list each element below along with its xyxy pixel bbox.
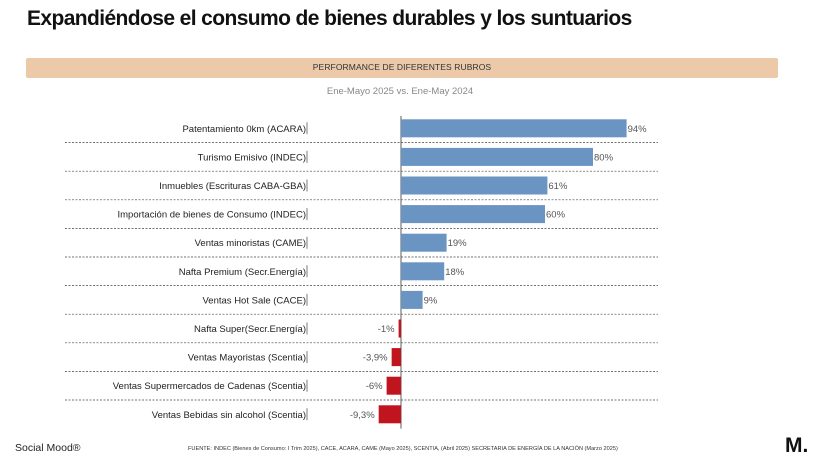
value-label: -1% [378,324,395,335]
bar-2 [401,147,593,166]
value-label: 94% [628,124,648,135]
source-note: FUENTE: INDEC (Bienes de Consumo: I Trim… [188,446,618,452]
category-label: Patentamiento 0km (ACARA) [182,124,306,135]
bar-9 [391,348,401,367]
value-label: -6% [366,381,383,392]
category-label: Nafta Premium (Secr.Energía) [179,267,306,278]
category-label: Ventas Mayoristas (Scentia) [188,353,306,364]
bar-1 [401,119,627,138]
category-label: Inmuebles (Escrituras CABA-GBA) [159,181,306,192]
bar-6 [401,262,445,281]
category-label: Ventas minoristas (CAME) [195,238,306,249]
value-label: 9% [424,295,438,306]
category-label: Ventas Bebidas sin alcohol (Scentia) [152,410,306,421]
category-label: Importación de bienes de Consumo (INDEC) [117,210,306,221]
value-label: 18% [445,267,465,278]
category-label: Nafta Super(Secr.Energía) [194,324,306,335]
value-label: 60% [546,210,566,221]
bar-5 [401,233,447,252]
value-label: 80% [594,152,614,163]
category-label: Ventas Hot Sale (CACE) [203,295,307,306]
page-title: Expandiéndose el consumo de bienes durab… [27,7,632,30]
bar-10 [386,376,401,395]
chart-subtitle: Ene-Mayo 2025 vs. Ene-May 2024 [326,86,474,97]
bar-11 [378,405,401,424]
category-label: Turismo Emisivo (INDEC) [198,152,306,163]
bar-3 [401,176,548,195]
value-label: 19% [448,238,468,249]
bar-8 [398,319,401,338]
chart-banner: PERFORMANCE DE DIFERENTES RUBROS [26,58,778,78]
brand-logo: M. [785,434,809,457]
bar-4 [401,205,545,224]
brand-name: Social Mood® [15,442,81,454]
category-label: Ventas Supermercados de Cadenas (Scentia… [113,381,306,392]
value-label: -3,9% [363,353,388,364]
banner-text: PERFORMANCE DE DIFERENTES RUBROS [312,62,492,72]
value-label: -9,3% [350,410,375,421]
bar-7 [401,290,423,309]
value-label: 61% [548,181,568,192]
